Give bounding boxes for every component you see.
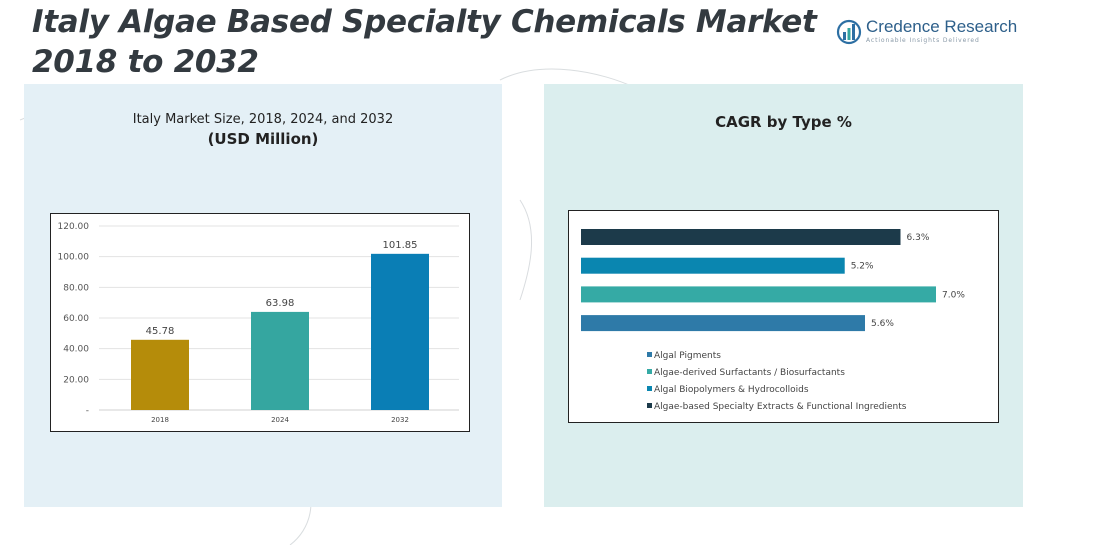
legend-swatch <box>647 403 652 408</box>
y-tick-label: 20.00 <box>63 375 89 385</box>
cagr-title: CAGR by Type % <box>715 113 852 131</box>
bar-2018 <box>131 339 189 410</box>
y-tick-label: 100.00 <box>58 253 90 263</box>
cagr-value-label: 6.3% <box>907 233 930 243</box>
cagr-bar <box>581 229 901 245</box>
legend-label: Algae-based Specialty Extracts & Functio… <box>654 402 907 412</box>
x-tick-label: 2032 <box>391 416 409 424</box>
cagr-bar <box>581 257 845 274</box>
legend-label: Algae-derived Surfactants / Biosurfactan… <box>654 368 845 378</box>
cagr-chart-frame: 6.3% 5.2% 7.0% 5.6% Algal Pigments Algae-deri… <box>568 210 999 423</box>
cagr-bar <box>581 286 936 303</box>
bar-value-label: 101.85 <box>383 240 418 251</box>
page-title-line1: Italy Algae Based Specialty Chemicals Ma… <box>32 4 817 40</box>
x-tick-label: 2024 <box>271 416 289 424</box>
cagr-bar <box>581 315 865 332</box>
y-tick-label: 40.00 <box>63 345 89 355</box>
market-size-title: Italy Market Size, 2018, 2024, and 2032 <box>132 112 394 127</box>
credence-research-logo: Credence Research Actionable Insights De… <box>836 16 1017 48</box>
y-tick-label: 80.00 <box>63 283 89 293</box>
bar-2032 <box>371 253 429 410</box>
logo-name: Credence Research <box>866 17 1018 36</box>
logo-tagline: Actionable Insights Delivered <box>866 37 980 44</box>
market-size-bar-chart: - 20.00 40.00 60.00 80.00 100.00 120.00 45.78 20… <box>58 222 459 424</box>
page-title: Italy Algae Based Specialty Chemicals Ma… <box>32 2 822 82</box>
y-tick-label: 120.00 <box>58 222 90 232</box>
cagr-bar-chart: 6.3% 5.2% 7.0% 5.6% Algal Pigments Algae-deri… <box>581 229 965 412</box>
x-tick-label: 2018 <box>151 416 169 424</box>
market-size-unit: (USD Million) <box>207 130 319 148</box>
bar-value-label: 45.78 <box>146 326 175 337</box>
legend-swatch <box>647 369 652 374</box>
cagr-value-label: 7.0% <box>942 290 965 300</box>
y-tick-label: - <box>86 406 89 416</box>
bar-2024 <box>251 311 309 410</box>
legend-swatch <box>647 386 652 391</box>
page-title-line2: 2018 to 2032 <box>32 44 259 80</box>
legend-swatch <box>647 352 652 357</box>
market-size-chart-frame: - 20.00 40.00 60.00 80.00 100.00 120.00 45.78 20… <box>50 213 470 432</box>
legend-label: Algal Biopolymers & Hydrocolloids <box>654 385 809 395</box>
y-tick-label: 60.00 <box>63 314 89 324</box>
cagr-value-label: 5.2% <box>851 262 874 272</box>
cagr-value-label: 5.6% <box>871 319 894 329</box>
logo-icon <box>836 19 862 45</box>
bar-value-label: 63.98 <box>266 298 295 309</box>
legend-label: Algal Pigments <box>654 351 721 361</box>
